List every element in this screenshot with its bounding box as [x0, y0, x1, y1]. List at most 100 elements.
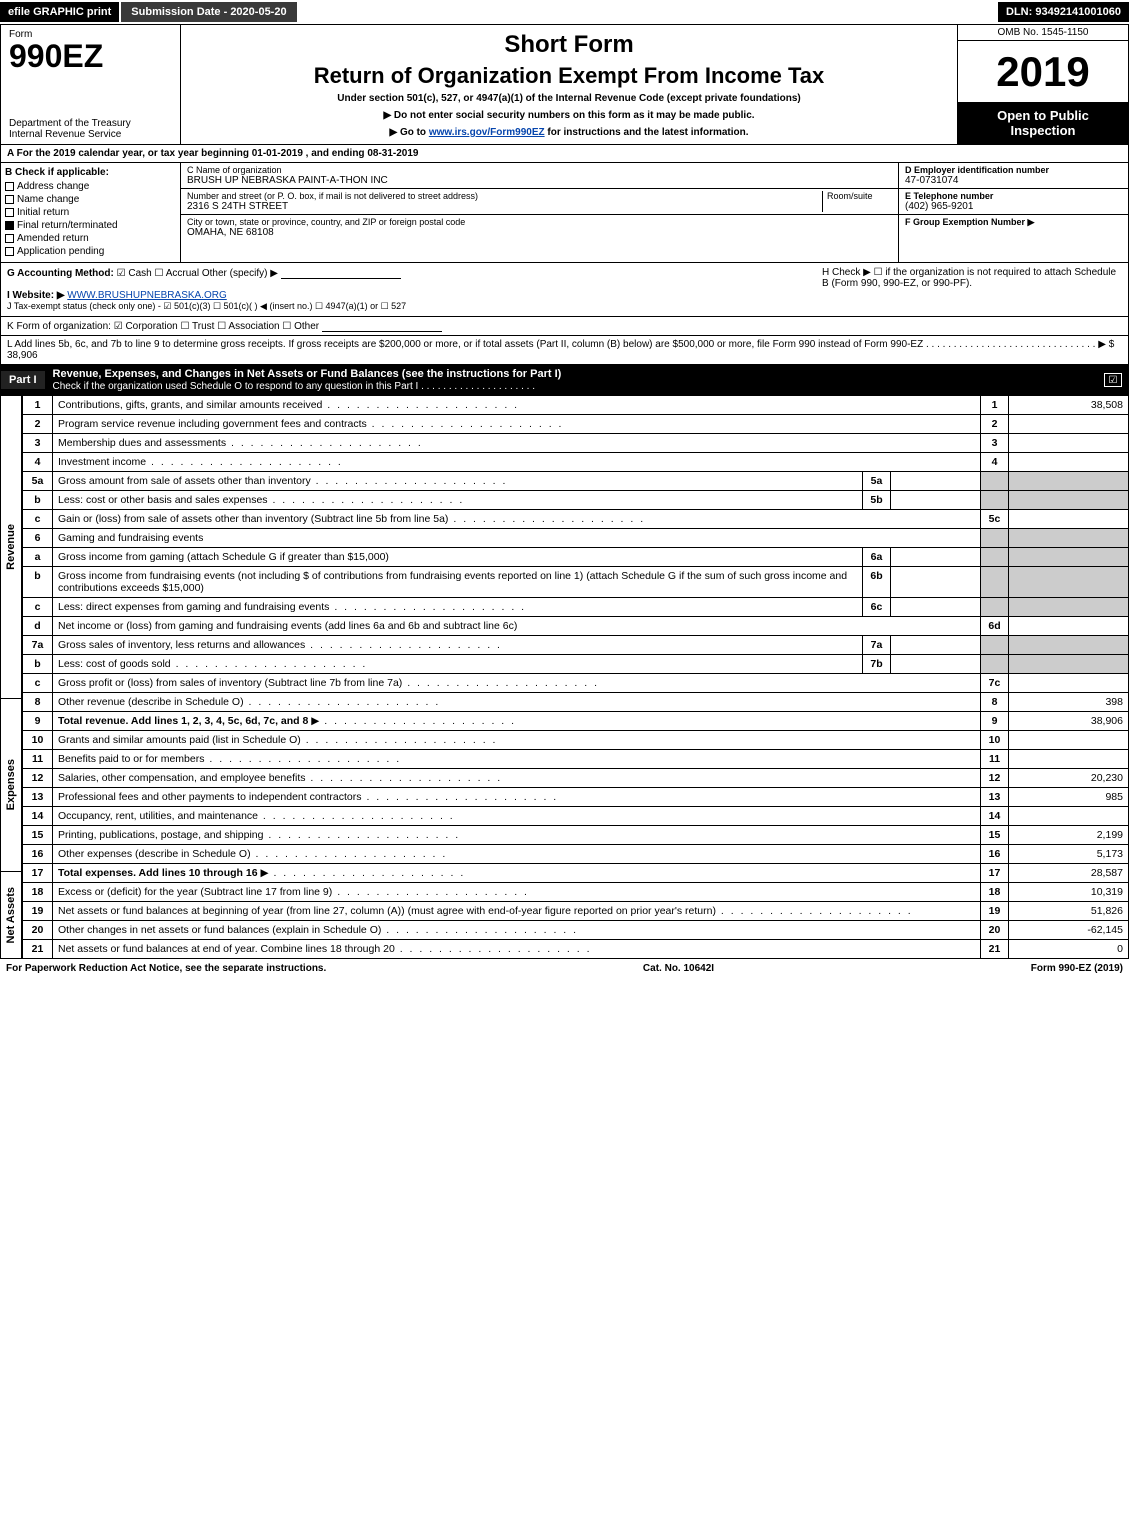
street-value: 2316 S 24TH STREET	[187, 201, 822, 212]
line-16: 16Other expenses (describe in Schedule O…	[23, 845, 1129, 864]
tax-exempt-status: J Tax-exempt status (check only one) - ☑…	[7, 301, 406, 311]
city-label: City or town, state or province, country…	[187, 217, 892, 227]
line-2: 2Program service revenue including gover…	[23, 415, 1129, 434]
schedule-b-check: H Check ▶ ☐ if the organization is not r…	[822, 267, 1116, 289]
org-name-label: C Name of organization	[187, 165, 892, 175]
form-number: 990EZ	[9, 40, 172, 72]
goto-post: for instructions and the latest informat…	[547, 127, 748, 138]
tax-year: 2019	[958, 41, 1128, 102]
submission-date-button[interactable]: Submission Date - 2020-05-20	[121, 2, 296, 22]
chk-accrual[interactable]: ☐ Accrual	[155, 268, 200, 279]
line-7b: bLess: cost of goods sold7b	[23, 655, 1129, 674]
part-1-checkbox[interactable]: ☑	[1104, 373, 1122, 387]
line-4: 4Investment income4	[23, 453, 1129, 472]
box-b: B Check if applicable: Address change Na…	[1, 163, 181, 262]
line-21: 21Net assets or fund balances at end of …	[23, 940, 1129, 959]
line-6c: cLess: direct expenses from gaming and f…	[23, 598, 1129, 617]
box-b-label: B Check if applicable:	[5, 167, 176, 178]
line-7c: cGross profit or (loss) from sales of in…	[23, 674, 1129, 693]
chk-application-pending[interactable]: Application pending	[5, 245, 176, 258]
line-15: 15Printing, publications, postage, and s…	[23, 826, 1129, 845]
cat-number: Cat. No. 10642I	[643, 963, 714, 974]
chk-address-change[interactable]: Address change	[5, 180, 176, 193]
part-1-body: Revenue Expenses Net Assets 1Contributio…	[0, 396, 1129, 959]
line-6: 6Gaming and fundraising events	[23, 529, 1129, 548]
ssn-notice: ▶ Do not enter social security numbers o…	[191, 110, 947, 121]
omb-number: OMB No. 1545-1150	[958, 25, 1128, 41]
line-8: 8Other revenue (describe in Schedule O)8…	[23, 693, 1129, 712]
line-6b: bGross income from fundraising events (n…	[23, 567, 1129, 598]
irs-label: Internal Revenue Service	[9, 129, 172, 140]
side-expenses: Expenses	[5, 759, 17, 810]
section-gh: G Accounting Method: ☑ Cash ☐ Accrual Ot…	[0, 263, 1129, 317]
part-1-tag: Part I	[1, 371, 45, 389]
line-7a: 7aGross sales of inventory, less returns…	[23, 636, 1129, 655]
header-left: Form 990EZ Department of the Treasury In…	[1, 25, 181, 144]
line-6d: dNet income or (loss) from gaming and fu…	[23, 617, 1129, 636]
room-label: Room/suite	[827, 191, 892, 201]
efile-label[interactable]: efile GRAPHIC print	[0, 2, 119, 22]
line-k: K Form of organization: ☑ Corporation ☐ …	[7, 321, 319, 332]
form-version: Form 990-EZ (2019)	[1031, 963, 1123, 974]
group-exemption-label: F Group Exemption Number ▶	[905, 217, 1122, 228]
chk-final-return[interactable]: Final return/terminated	[5, 219, 176, 232]
box-def: D Employer identification number 47-0731…	[898, 163, 1128, 262]
line-l-gross-receipts: L Add lines 5b, 6c, and 7b to line 9 to …	[0, 336, 1129, 365]
paperwork-notice: For Paperwork Reduction Act Notice, see …	[6, 963, 326, 974]
line-17: 17Total expenses. Add lines 10 through 1…	[23, 864, 1129, 883]
ein-value: 47-0731074	[905, 175, 958, 186]
page-footer: For Paperwork Reduction Act Notice, see …	[0, 959, 1129, 978]
ein-label: D Employer identification number	[905, 165, 1122, 175]
header-center: Short Form Return of Organization Exempt…	[181, 25, 958, 144]
accounting-other-input[interactable]	[281, 267, 401, 279]
line-1: 1Contributions, gifts, grants, and simil…	[23, 396, 1129, 415]
side-labels: Revenue Expenses Net Assets	[0, 396, 22, 959]
phone-label: E Telephone number	[905, 191, 1122, 201]
accounting-other: Other (specify) ▶	[202, 268, 278, 279]
website-link[interactable]: WWW.BRUSHUPNEBRASKA.ORG	[67, 290, 226, 301]
chk-name-change[interactable]: Name change	[5, 193, 176, 206]
under-section: Under section 501(c), 527, or 4947(a)(1)…	[191, 93, 947, 104]
header-right: OMB No. 1545-1150 2019 Open to Public In…	[958, 25, 1128, 144]
accounting-label: G Accounting Method:	[7, 268, 114, 279]
return-title: Return of Organization Exempt From Incom…	[191, 63, 947, 89]
phone-value: (402) 965-9201	[905, 201, 973, 212]
lines-table: 1Contributions, gifts, grants, and simil…	[22, 396, 1129, 959]
line-5b: bLess: cost or other basis and sales exp…	[23, 491, 1129, 510]
line-13: 13Professional fees and other payments t…	[23, 788, 1129, 807]
line-9: 9Total revenue. Add lines 1, 2, 3, 4, 5c…	[23, 712, 1129, 731]
part-1-title: Revenue, Expenses, and Changes in Net As…	[45, 365, 1098, 395]
part-1-header: Part I Revenue, Expenses, and Changes in…	[0, 365, 1129, 396]
irs-link[interactable]: www.irs.gov/Form990EZ	[429, 127, 545, 138]
line-18: 18Excess or (deficit) for the year (Subt…	[23, 883, 1129, 902]
org-other-input[interactable]	[322, 320, 442, 332]
box-c: C Name of organization BRUSH UP NEBRASKA…	[181, 163, 898, 262]
goto-notice: ▶ Go to www.irs.gov/Form990EZ for instru…	[191, 127, 947, 138]
city-value: OMAHA, NE 68108	[187, 227, 892, 238]
dln-label: DLN: 93492141001060	[998, 2, 1129, 22]
line-a-tax-year: A For the 2019 calendar year, or tax yea…	[0, 145, 1129, 163]
line-19: 19Net assets or fund balances at beginni…	[23, 902, 1129, 921]
dept-treasury: Department of the Treasury	[9, 118, 172, 129]
line-3: 3Membership dues and assessments3	[23, 434, 1129, 453]
line-10: 10Grants and similar amounts paid (list …	[23, 731, 1129, 750]
form-header: Form 990EZ Department of the Treasury In…	[0, 24, 1129, 145]
chk-cash[interactable]: ☑ Cash	[117, 268, 152, 279]
line-12: 12Salaries, other compensation, and empl…	[23, 769, 1129, 788]
line-6a: aGross income from gaming (attach Schedu…	[23, 548, 1129, 567]
short-form-title: Short Form	[191, 31, 947, 59]
chk-initial-return[interactable]: Initial return	[5, 206, 176, 219]
line-20: 20Other changes in net assets or fund ba…	[23, 921, 1129, 940]
line-5a: 5aGross amount from sale of assets other…	[23, 472, 1129, 491]
line-11: 11Benefits paid to or for members11	[23, 750, 1129, 769]
side-net-assets: Net Assets	[5, 887, 17, 943]
form-of-org: K Form of organization: ☑ Corporation ☐ …	[0, 317, 1129, 336]
goto-pre: ▶ Go to	[389, 127, 428, 138]
top-bar: efile GRAPHIC print Submission Date - 20…	[0, 0, 1129, 24]
street-label: Number and street (or P. O. box, if mail…	[187, 191, 822, 201]
chk-amended-return[interactable]: Amended return	[5, 232, 176, 245]
identity-grid: B Check if applicable: Address change Na…	[0, 163, 1129, 263]
website-label: I Website: ▶	[7, 290, 65, 301]
side-revenue: Revenue	[5, 524, 17, 570]
line-14: 14Occupancy, rent, utilities, and mainte…	[23, 807, 1129, 826]
